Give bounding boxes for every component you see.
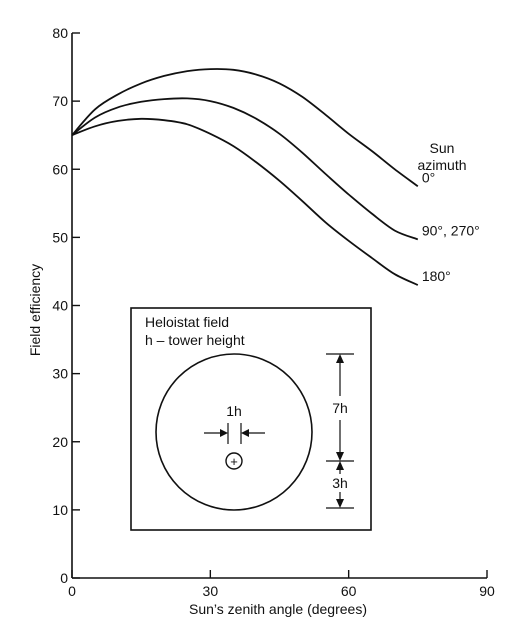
y-tick-label: 80 [52,25,68,41]
y-tick-label: 0 [60,570,68,586]
series-line [71,117,419,286]
lower-dimension-label-backdrop [329,474,351,492]
ticks: 0 10 20 30 40 50 60 70 80 0 30 60 90 [52,25,495,599]
spacing-label: 1h [226,403,242,419]
series-layer: 0° 90°, 270° 180° [71,68,480,286]
series-line [71,97,419,241]
lower-dimension-arrow-down [336,499,344,508]
upper-dimension-arrow-up [336,354,344,363]
y-tick-label: 40 [52,298,68,314]
heliostat-field-inset: Heloistat field h – tower height 1h + 7h… [130,307,372,531]
y-tick-label: 60 [52,161,68,177]
tower-symbol: + [230,454,238,469]
x-tick-label: 0 [68,583,76,599]
inset-title: Heloistat field [145,314,229,330]
inset-frame [130,307,372,531]
series-label-90-270deg: 90°, 270° [422,222,480,238]
series-label-0deg: 0° [422,169,435,185]
x-axis-title: Sun’s zenith angle (degrees) [189,601,367,617]
upper-dimension-arrow-down [336,452,344,461]
legend-title-line-2: azimuth [417,157,466,173]
series-line [71,68,419,188]
upper-dimension-label: 7h [332,400,348,416]
x-tick-label: 30 [203,583,219,599]
spacing-left-arrowhead [220,429,228,437]
y-tick-label: 70 [52,93,68,109]
x-tick-label: 90 [479,583,495,599]
x-tick-label: 60 [341,583,357,599]
y-tick-label: 20 [52,434,68,450]
y-tick-label: 30 [52,366,68,382]
spacing-right-arrowhead [241,429,249,437]
y-axis-title: Field efficiency [27,264,43,356]
heliostat-field-circle [155,353,313,511]
tower-marker [225,452,243,470]
y-tick-label: 10 [52,502,68,518]
y-tick-label: 50 [52,229,68,245]
lower-dimension-arrow-up [336,461,344,470]
inset-subtitle: h – tower height [145,332,245,348]
series-label-180deg: 180° [422,268,451,284]
lower-dimension-label: 3h [332,475,348,491]
legend-title-line-1: Sun [430,140,455,156]
